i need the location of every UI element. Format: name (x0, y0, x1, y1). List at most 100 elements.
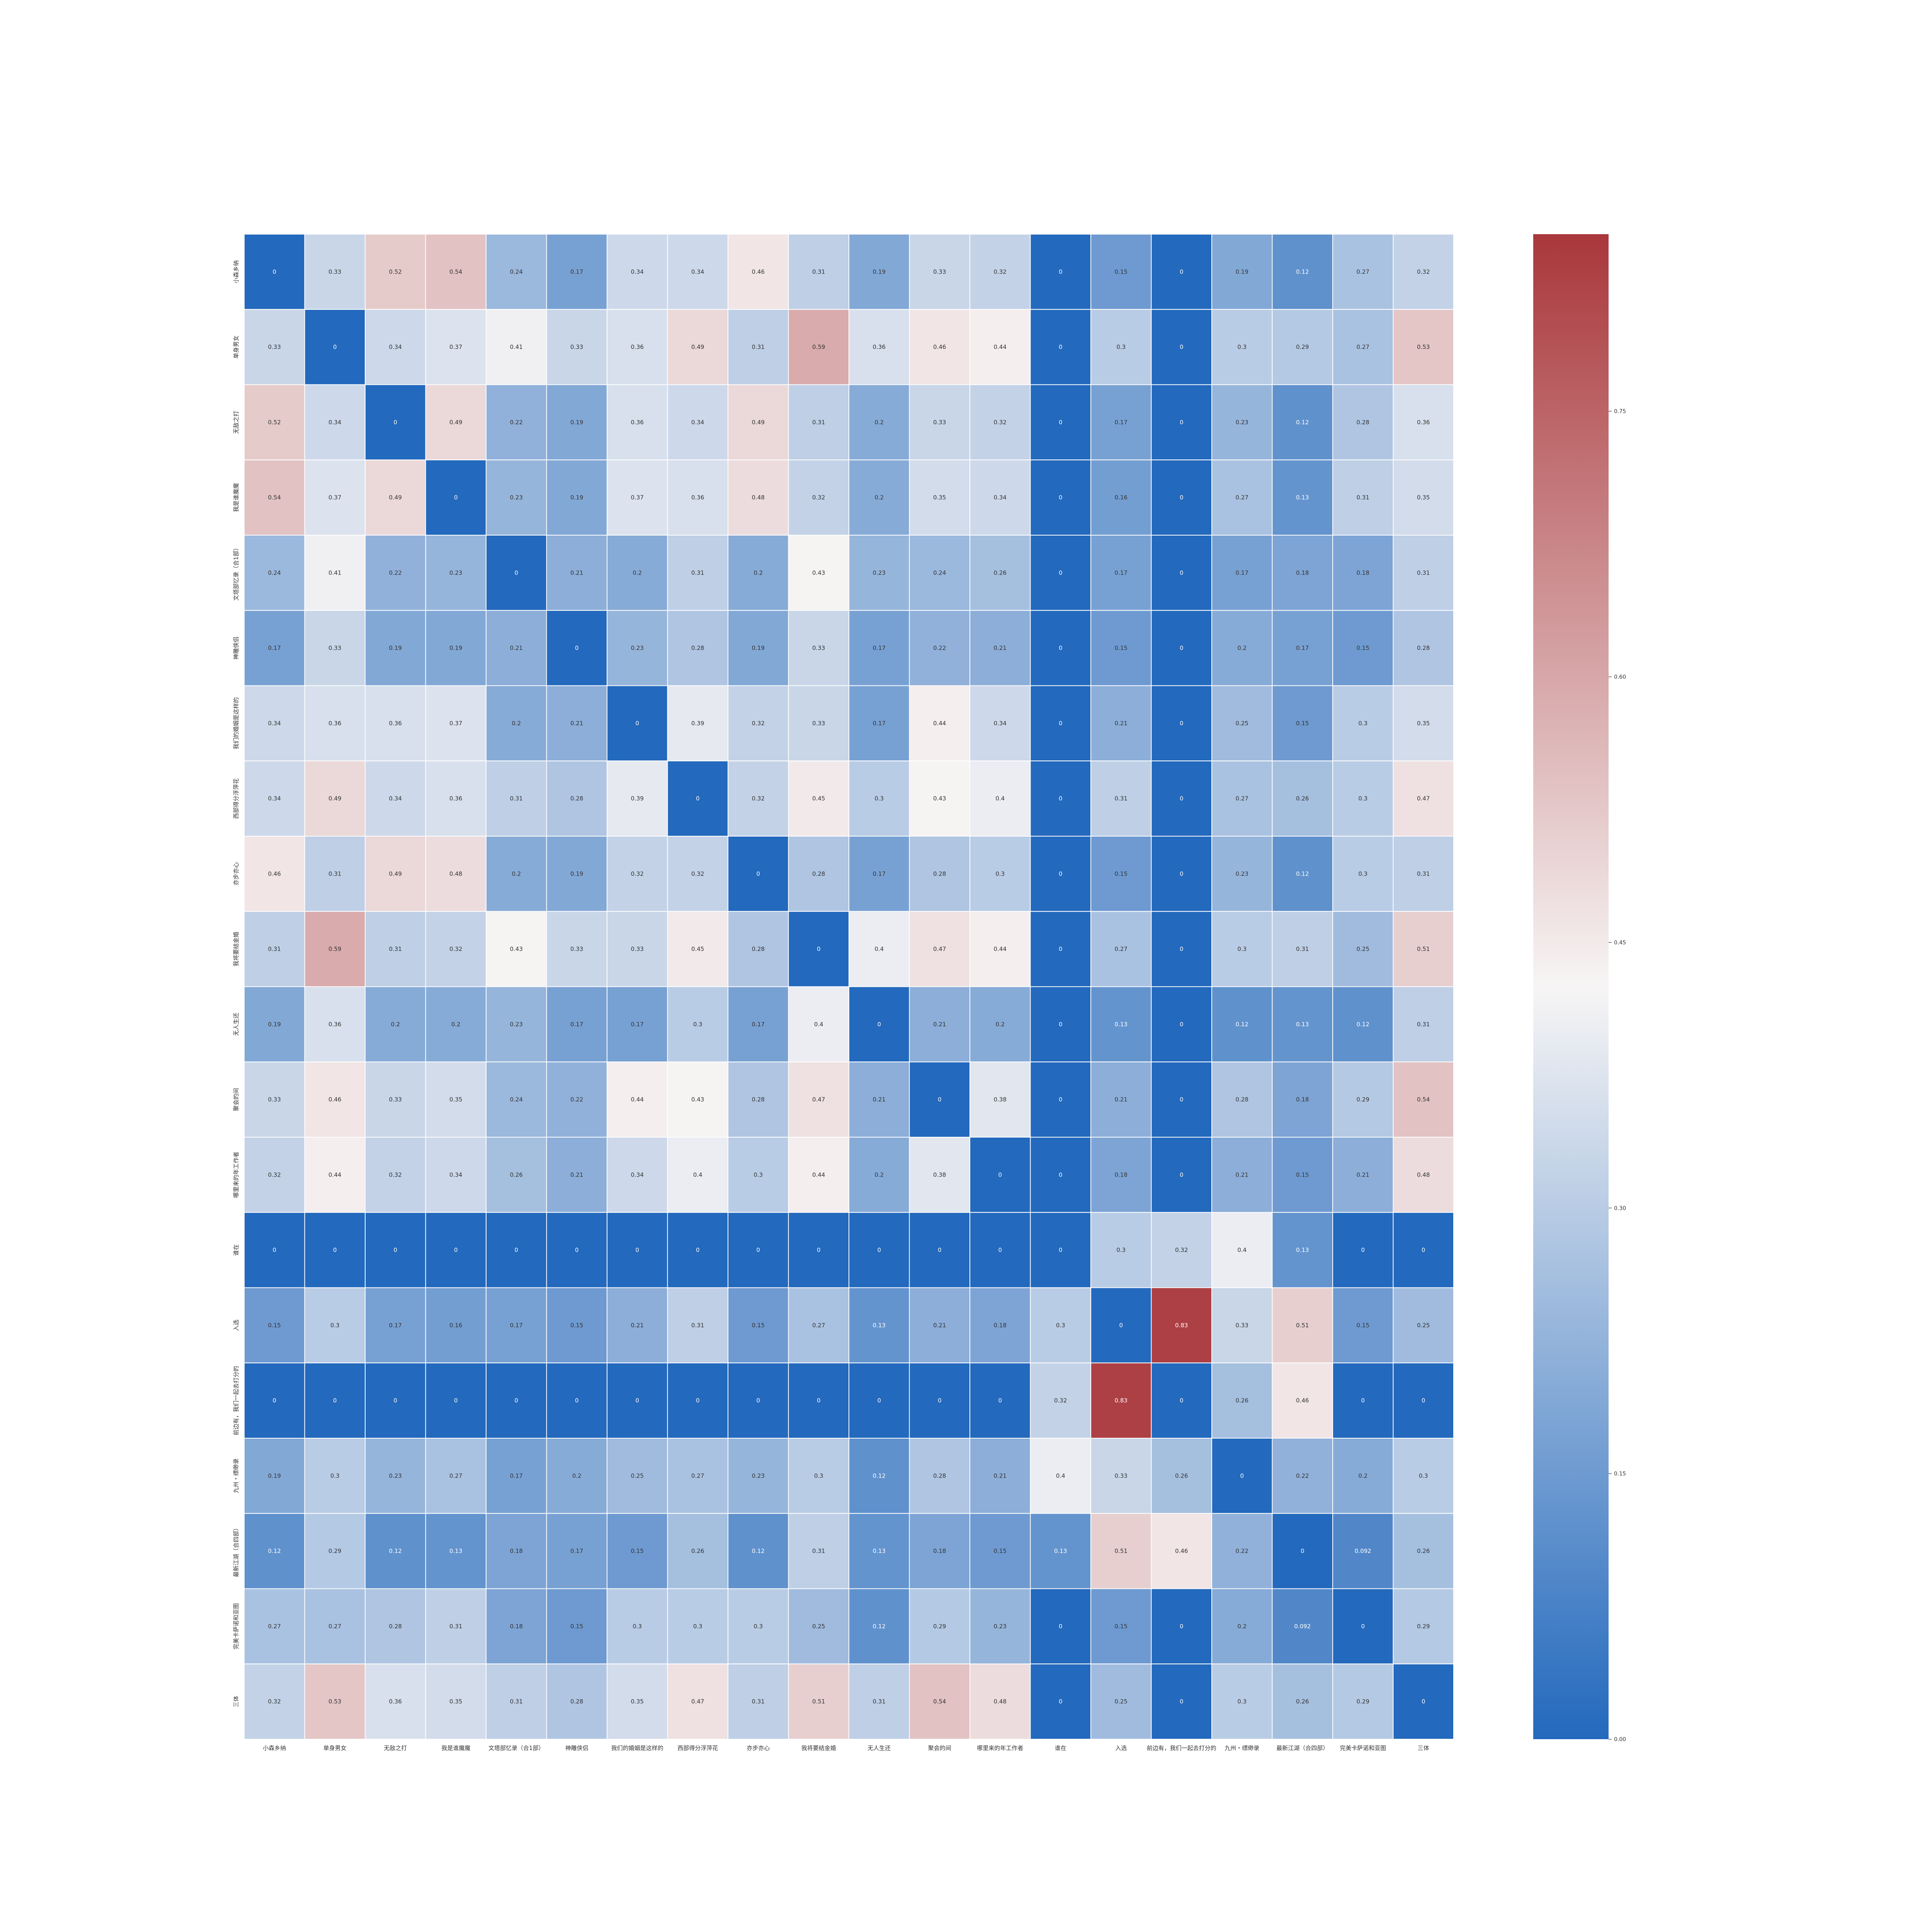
cell-value-label: 0.32 (389, 1171, 402, 1178)
cell-value-label: 0.33 (933, 268, 946, 275)
heatmap-cell (304, 986, 366, 1063)
heatmap-cell (304, 1061, 366, 1138)
cell-value-label: 0.3 (874, 795, 884, 802)
cell-value-label: 0.2 (512, 720, 521, 727)
heatmap-cell (667, 836, 728, 912)
heatmap-cell (1211, 1061, 1273, 1138)
heatmap-cell (1030, 234, 1091, 310)
cell-value-label: 0.46 (328, 1096, 341, 1103)
cell-value-label: 0.31 (268, 946, 281, 952)
heatmap-cell (1393, 1362, 1454, 1439)
cell-value-label: 0 (272, 268, 276, 275)
cell-value-label: 0.12 (389, 1548, 402, 1554)
cell-value-label: 0.49 (691, 344, 704, 350)
heatmap-cell (728, 1663, 789, 1740)
heatmap-cell (1272, 1663, 1333, 1740)
cell-value-label: 0.36 (328, 720, 341, 727)
cell-value-label: 0 (1059, 419, 1063, 426)
heatmap-cell (788, 1212, 849, 1288)
heatmap-cell (1030, 1438, 1091, 1514)
heatmap-cell (728, 685, 789, 762)
heatmap-cell (1030, 685, 1091, 762)
heatmap-cell (1272, 1362, 1333, 1439)
heatmap-cell (1090, 459, 1152, 536)
cell-value-label: 0.23 (873, 569, 886, 576)
heatmap-cell (1211, 535, 1273, 611)
cell-value-label: 0.28 (1417, 645, 1430, 651)
y-tick-label: 小森乡纳 (233, 260, 240, 283)
cell-value-label: 0.27 (1357, 268, 1369, 275)
heatmap-cell (365, 1663, 426, 1740)
cell-value-label: 0.18 (510, 1548, 523, 1554)
y-tick-label: 亦步亦心 (233, 862, 240, 885)
cell-value-label: 0.25 (1236, 720, 1248, 727)
cell-value-label: 0.31 (1115, 795, 1128, 802)
heatmap-cell (1151, 1362, 1212, 1439)
cell-value-label: 0.35 (631, 1698, 644, 1705)
heatmap-cell (728, 535, 789, 611)
cell-value-label: 0.17 (873, 870, 886, 877)
cell-value-label: 0.17 (510, 1472, 523, 1479)
heatmap-cell (1332, 986, 1394, 1063)
heatmap-cell (425, 459, 486, 536)
cell-value-label: 0 (1422, 1397, 1425, 1404)
heatmap-cell (1393, 459, 1454, 536)
cell-value-label: 0.21 (933, 1322, 946, 1329)
heatmap-cell (607, 309, 668, 385)
cell-value-label: 0.47 (1417, 795, 1430, 802)
y-tick-label: 单身男女 (233, 335, 240, 359)
heatmap-cell (486, 986, 547, 1063)
heatmap-cell (607, 535, 668, 611)
heatmap-cell (486, 309, 547, 385)
heatmap-cell (1090, 911, 1152, 987)
heatmap-cell (969, 911, 1031, 987)
heatmap-cell (728, 309, 789, 385)
cell-value-label: 0.12 (1296, 419, 1309, 426)
heatmap-cell (667, 384, 728, 461)
cell-value-label: 0.54 (268, 494, 281, 501)
cell-value-label: 0.12 (1236, 1021, 1248, 1028)
heatmap-cell (1030, 1061, 1091, 1138)
cell-value-label: 0.21 (994, 645, 1007, 651)
heatmap-cell (849, 535, 910, 611)
cell-value-label: 0 (998, 1247, 1002, 1253)
cell-value-label: 0.2 (874, 1171, 884, 1178)
heatmap-cell (1211, 836, 1273, 912)
heatmap-cell (425, 610, 486, 686)
cell-value-label: 0.36 (1417, 419, 1430, 426)
heatmap-cell (1030, 1287, 1091, 1364)
cell-value-label: 0 (877, 1247, 881, 1253)
heatmap-cell (1272, 309, 1333, 385)
cell-value-label: 0.2 (753, 569, 763, 576)
heatmap-cell (486, 836, 547, 912)
cell-value-label: 0.33 (570, 946, 583, 952)
heatmap-cell (607, 1513, 668, 1589)
heatmap-cell (788, 1438, 849, 1514)
cell-value-label: 0.17 (1115, 569, 1128, 576)
cell-value-label: 0.12 (1296, 870, 1309, 877)
cell-value-label: 0.31 (1296, 946, 1309, 952)
cell-value-label: 0.21 (1357, 1171, 1369, 1178)
heatmap-cell (1393, 1287, 1454, 1364)
cell-value-label: 0.12 (268, 1548, 281, 1554)
cell-value-label: 0.53 (328, 1698, 341, 1705)
heatmap-cell (1151, 911, 1212, 987)
heatmap-cell (728, 1362, 789, 1439)
cell-value-label: 0.3 (633, 1623, 642, 1630)
heatmap-cell (1393, 836, 1454, 912)
heatmap-cell (486, 1287, 547, 1364)
cell-value-label: 0.28 (570, 795, 583, 802)
cell-value-label: 0.27 (268, 1623, 281, 1630)
heatmap-cell (849, 1287, 910, 1364)
heatmap-cell (546, 384, 607, 461)
heatmap-cell (1332, 836, 1394, 912)
cell-value-label: 0.27 (328, 1623, 341, 1630)
heatmap-cell (365, 535, 426, 611)
cell-value-label: 0 (1059, 645, 1063, 651)
heatmap-cell (486, 1588, 547, 1665)
heatmap-cell (1151, 1663, 1212, 1740)
cell-value-label: 0.52 (268, 419, 281, 426)
heatmap-cell (1090, 1513, 1152, 1589)
cell-value-label: 0 (393, 419, 397, 426)
colorbar-tick-label: 0.60 (1614, 674, 1626, 680)
